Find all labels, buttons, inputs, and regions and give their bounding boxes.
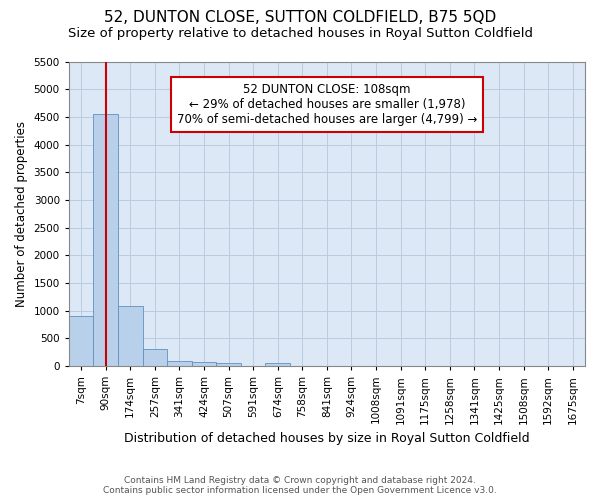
Bar: [167, 361, 192, 366]
Text: 52 DUNTON CLOSE: 108sqm
← 29% of detached houses are smaller (1,978)
70% of semi: 52 DUNTON CLOSE: 108sqm ← 29% of detache…: [177, 83, 477, 126]
Bar: [118, 306, 143, 366]
Y-axis label: Number of detached properties: Number of detached properties: [15, 120, 28, 306]
X-axis label: Distribution of detached houses by size in Royal Sutton Coldfield: Distribution of detached houses by size …: [124, 432, 530, 445]
Bar: [265, 362, 290, 366]
Bar: [143, 350, 167, 366]
Bar: [192, 362, 217, 366]
Bar: [94, 114, 118, 366]
Text: 52, DUNTON CLOSE, SUTTON COLDFIELD, B75 5QD: 52, DUNTON CLOSE, SUTTON COLDFIELD, B75 …: [104, 10, 496, 25]
Bar: [217, 362, 241, 366]
Text: Size of property relative to detached houses in Royal Sutton Coldfield: Size of property relative to detached ho…: [67, 28, 533, 40]
Bar: [69, 316, 94, 366]
Text: Contains HM Land Registry data © Crown copyright and database right 2024.
Contai: Contains HM Land Registry data © Crown c…: [103, 476, 497, 495]
